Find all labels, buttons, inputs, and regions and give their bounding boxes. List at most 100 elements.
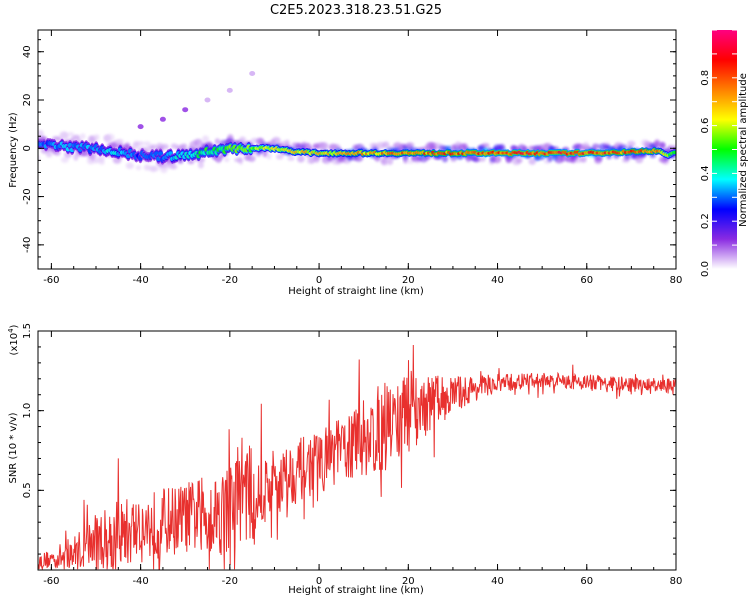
heatmap-cells [38,71,676,174]
heatmap-ridge-cell [672,150,676,154]
heatmap-cell [405,142,415,148]
snr-series-line [38,344,676,570]
colorbar-tick-label: 0.4 [700,165,711,181]
y-tick-label: -20 [22,188,33,204]
heatmap-cell [582,141,590,149]
x-tick-label: 20 [402,275,415,286]
heatmap-cell [308,155,315,164]
svg-text:(x104): (x104) [7,324,20,355]
snr-scale-exponent: 4 [7,328,15,333]
heatmap-cell [458,143,467,152]
heatmap-cell [498,144,506,151]
y-tick-label: -40 [22,237,33,253]
drift-trace-cell [226,87,233,93]
drift-trace-cell [137,124,144,130]
x-tick-label: -40 [132,275,148,286]
heatmap-cell [67,132,74,137]
heatmap-cell [97,155,105,162]
heatmap-cell [234,157,243,163]
heatmap-cell [214,138,220,145]
drift-trace-cell [249,71,256,76]
heatmap-cell [598,143,607,151]
heatmap-cell [197,161,204,169]
heatmap-cell [170,164,178,170]
heatmap-cell [63,132,69,140]
heatmap-cell [45,151,53,158]
heatmap-cell [627,140,636,148]
heatmap-cell [202,135,210,143]
x-tick-label: 0 [316,275,322,286]
heatmap-cell [580,156,587,163]
x-tick-label: 60 [580,576,593,587]
snr-xlabel: Height of straight line (km) [288,585,424,596]
heatmap-cell [224,157,230,163]
y-tick-label: 0 [22,145,33,151]
heatmap-ylabel: Frequency (Hz) [8,112,19,188]
snr-scale-prefix: (x10 [9,333,20,356]
y-tick-label: 0.5 [22,482,33,498]
colorbar-tick-label: 0.6 [700,118,711,134]
heatmap-ticks: -60 -40 -20 0 20 40 60 80 40 20 0 -20 -40 [22,30,682,286]
snr-scale-suffix: ) [9,324,20,328]
heatmap-cell [287,156,295,161]
heatmap-cell [38,130,44,138]
heatmap-cell [247,155,256,162]
x-tick-label: 40 [491,576,504,587]
drift-trace-cell [159,116,166,122]
y-tick-label: 1.0 [22,403,33,419]
colorbar-ticks: 0.0 0.2 0.4 0.6 0.8 [700,29,737,277]
heatmap-cell [594,156,603,161]
heatmap-cell [161,143,169,150]
x-tick-label: 20 [402,576,415,587]
heatmap-cell [64,151,73,159]
heatmap-cell [271,137,281,144]
heatmap-cell [470,156,480,162]
x-tick-label: 60 [580,275,593,286]
heatmap-cell [238,136,247,144]
x-tick-label: -60 [43,275,59,286]
heatmap-cell [125,162,134,169]
heatmap-cell [81,150,89,156]
heatmap-cell [441,155,449,163]
heatmap-cell [266,153,272,160]
chart-title: C2E5.2023.318.23.51.G25 [270,3,442,18]
heatmap-cell [137,141,144,146]
heatmap-cell [117,139,124,144]
heatmap-xlabel: Height of straight line (km) [288,286,424,297]
x-tick-label: 80 [670,275,683,286]
snr-scale-label: (x104) [7,324,20,355]
heatmap-cell [194,138,203,147]
heatmap-cell [492,155,502,164]
heatmap-cell [515,157,523,163]
snr-ylabel: SNR (10 * v/v) [8,412,19,483]
heatmap-cell [477,157,486,162]
x-tick-label: -40 [132,576,148,587]
colorbar-tick-label: 0.2 [700,213,711,229]
x-tick-label: 40 [491,275,504,286]
drift-trace-cell [204,97,211,103]
heatmap-cell [403,155,408,164]
heatmap-cell [160,165,168,174]
heatmap-cell [320,143,327,151]
y-tick-label: 1.5 [22,323,33,339]
x-tick-label: -60 [43,576,59,587]
y-tick-label: 20 [22,94,33,107]
snr-frame [37,330,677,571]
colorbar-tick-label: 0.0 [700,261,711,277]
heatmap-cell [276,154,284,160]
heatmap-cell [216,156,222,164]
heatmap-cell [659,142,666,149]
heatmap-cell [592,143,600,149]
heatmap-frame [37,29,677,270]
x-tick-label: 80 [670,576,683,587]
heatmap-cell [150,144,158,150]
heatmap-cell [481,143,490,148]
heatmap-cell [99,160,105,165]
heatmap-cell [142,141,151,146]
heatmap-cell [382,141,390,148]
heatmap-cell [60,156,69,163]
heatmap-cell [151,166,160,172]
heatmap-cell [135,165,142,171]
heatmap-cell [93,134,100,141]
heatmap-cell [574,157,583,163]
